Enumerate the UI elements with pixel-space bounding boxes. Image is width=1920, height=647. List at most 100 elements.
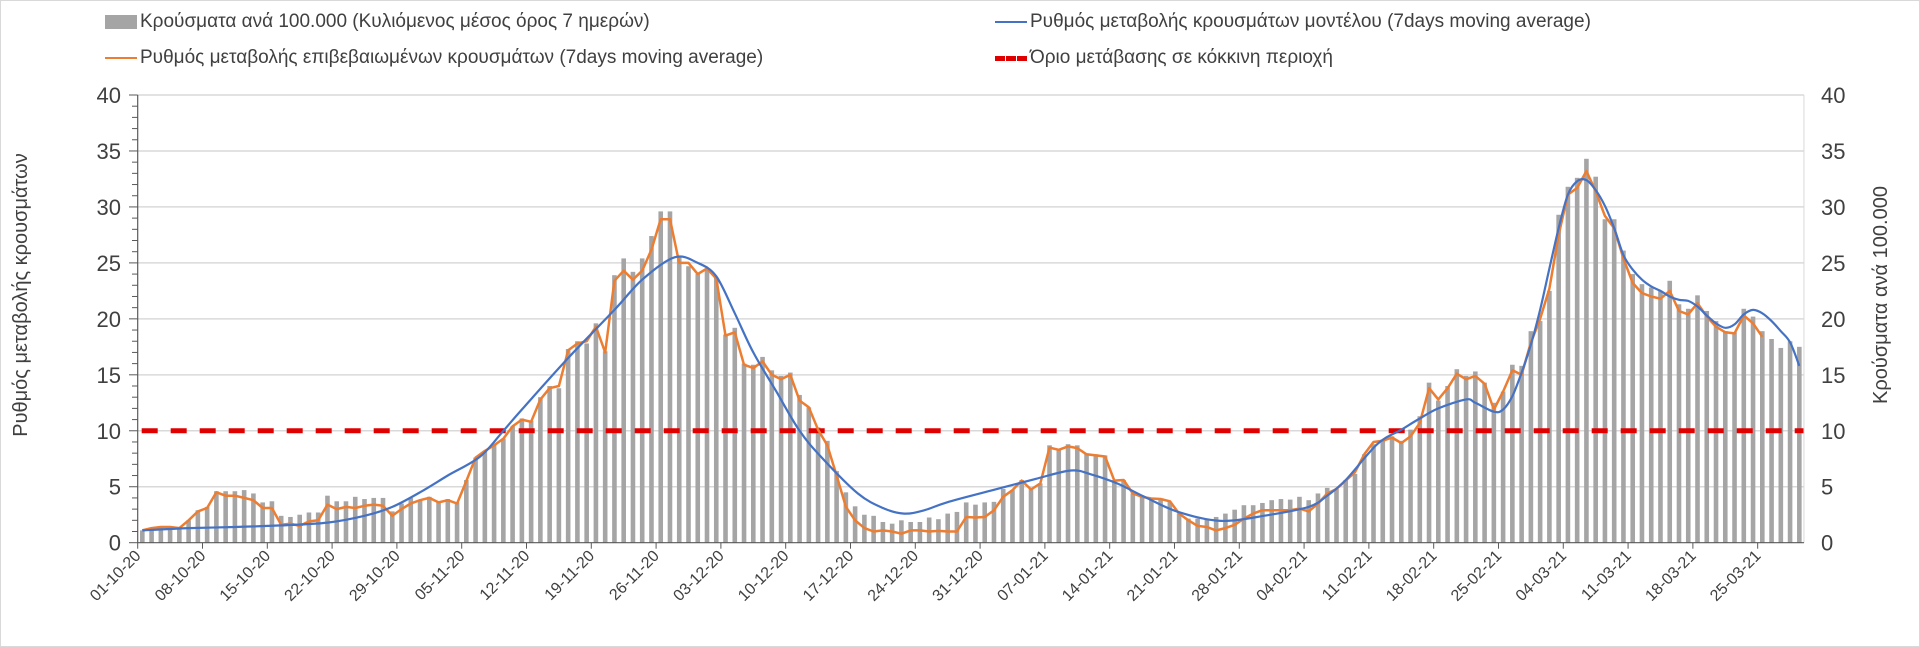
bar [1547, 290, 1552, 543]
x-tick-label: 24-12-20 [865, 547, 922, 604]
bar [825, 440, 830, 543]
bar [1750, 316, 1756, 543]
x-tick-label: 10-12-20 [735, 547, 792, 604]
bar [1630, 274, 1636, 543]
bar [1648, 287, 1654, 543]
bar [1334, 488, 1339, 543]
left-tick-label: 10 [97, 419, 121, 444]
bar [1584, 158, 1589, 543]
x-tick-label: 31-12-20 [930, 547, 987, 604]
right-tick-label: 0 [1821, 531, 1833, 556]
bar [1463, 375, 1469, 543]
left-tick-label: 40 [97, 83, 121, 108]
left-tick-label: 25 [97, 251, 121, 276]
bar [713, 277, 719, 543]
x-tick-label: 19-11-20 [542, 547, 599, 604]
bar [464, 480, 469, 543]
bar [1732, 332, 1737, 543]
bar [1324, 487, 1330, 543]
left-tick-label: 35 [97, 139, 121, 164]
bar [1621, 250, 1626, 543]
bar [1315, 493, 1321, 543]
bar [204, 506, 210, 543]
bar [1639, 284, 1645, 543]
bar [1093, 454, 1099, 543]
right-tick-label: 10 [1821, 419, 1845, 444]
bar [769, 370, 775, 543]
bar [445, 499, 451, 543]
bar [408, 497, 414, 543]
model-rate-line [142, 178, 1801, 532]
bar [1139, 496, 1145, 543]
bar [1676, 304, 1682, 543]
bar [167, 527, 173, 543]
left-tick-label: 0 [109, 531, 121, 556]
legend-label: Ρυθμός μεταβολής κρουσμάτων μοντέλου (7d… [1030, 11, 1591, 32]
x-tick-label: 05-11-20 [412, 547, 469, 604]
bar [630, 271, 636, 543]
x-tick-label: 11-03-21 [1578, 547, 1635, 604]
bar [732, 327, 738, 543]
x-tick-label: 14-01-21 [1059, 547, 1116, 604]
bar [214, 491, 219, 543]
right-tick-label: 15 [1821, 363, 1845, 388]
bar [1112, 480, 1117, 543]
confirmed-rate-line [141, 169, 1764, 535]
x-tick-label: 08-10-20 [152, 547, 209, 604]
bar [241, 490, 247, 543]
bar [760, 356, 765, 543]
legend-item-cases: Κρούσματα ανά 100.000 (Κυλιόμενος μέσος … [105, 11, 650, 33]
bar [362, 499, 367, 543]
bar [510, 426, 515, 543]
bar [158, 527, 164, 543]
x-tick-label: 04-02-21 [1254, 547, 1311, 604]
legend-swatch-red-dash [995, 55, 1027, 61]
bar [852, 506, 858, 543]
bar [1704, 311, 1710, 543]
bar [547, 386, 552, 543]
bar [926, 517, 932, 543]
bar [788, 372, 793, 543]
bar [1769, 338, 1774, 543]
bar [899, 520, 904, 543]
right-tick-label: 5 [1821, 475, 1833, 500]
line-series [141, 169, 1804, 535]
x-tick-label: 17-12-20 [800, 547, 857, 604]
bar [473, 457, 478, 543]
bar [1797, 346, 1802, 543]
bar [1019, 480, 1025, 543]
x-tick-label: 25-02-21 [1448, 547, 1505, 604]
bar [880, 521, 886, 543]
bar [695, 274, 701, 543]
bar [1232, 509, 1237, 543]
bar [371, 497, 377, 543]
bar [1658, 290, 1663, 543]
bar [1084, 454, 1089, 543]
bar [177, 527, 182, 543]
bar [1010, 490, 1015, 543]
legend-label: Ρυθμός μεταβολής επιβεβαιωμένων κρουσμάτ… [140, 47, 764, 68]
bar [908, 521, 913, 543]
bar [1602, 219, 1608, 543]
bar [399, 503, 404, 543]
bar [741, 363, 747, 543]
right-tick-label: 20 [1821, 307, 1845, 332]
bar [1195, 518, 1200, 543]
bar [1361, 454, 1367, 543]
bar [815, 427, 821, 543]
x-tick-label: 04-03-21 [1513, 547, 1570, 604]
x-tick-label: 18-03-21 [1642, 547, 1699, 604]
bar-series [140, 158, 1802, 543]
bar [1167, 501, 1173, 543]
bar [1028, 487, 1034, 543]
bar [1556, 214, 1561, 543]
x-tick-label: 03-12-20 [670, 547, 727, 604]
gridlines [137, 94, 1804, 488]
right-tick-label: 30 [1821, 195, 1845, 220]
bar [991, 501, 997, 543]
legend-swatch-orange-line [105, 57, 137, 59]
bar [1371, 444, 1376, 543]
bar [501, 438, 506, 543]
bar [278, 515, 284, 543]
